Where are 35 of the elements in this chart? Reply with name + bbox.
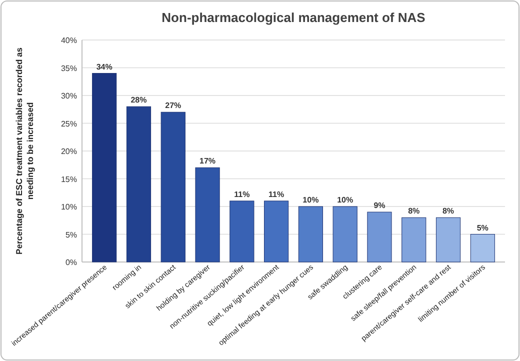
data-label: 11% xyxy=(234,190,250,199)
data-label: 10% xyxy=(337,196,354,204)
y-tick-label: 35% xyxy=(60,64,77,73)
data-label: 8% xyxy=(442,206,454,216)
bar xyxy=(160,112,186,262)
data-label: 5% xyxy=(476,223,488,232)
bar xyxy=(264,200,289,262)
y-tick-label: 5% xyxy=(65,230,77,240)
bar xyxy=(126,106,152,262)
data-label: 27% xyxy=(165,101,182,110)
y-tick-label: 25% xyxy=(60,119,77,128)
y-tick-label: 30% xyxy=(60,92,77,100)
data-label: 8% xyxy=(408,206,420,216)
bar xyxy=(436,217,461,262)
y-tick-label: 10% xyxy=(60,202,77,212)
chart-title: Non-pharmacological management of NAS xyxy=(162,10,426,25)
data-label: 28% xyxy=(130,96,147,105)
data-label: 9% xyxy=(374,201,386,210)
data-label: 34% xyxy=(96,62,112,72)
bar xyxy=(402,217,426,262)
data-label: 17% xyxy=(200,156,216,166)
data-label: 11% xyxy=(268,190,284,199)
data-label: 10% xyxy=(302,196,319,204)
y-tick-label: 0% xyxy=(65,258,77,267)
bar xyxy=(332,206,358,262)
y-tick-label: 40% xyxy=(60,36,77,45)
bar xyxy=(298,206,323,262)
y-tick-label: 20% xyxy=(60,147,77,156)
bar xyxy=(92,73,117,262)
bar xyxy=(195,167,220,262)
bar xyxy=(367,212,392,262)
y-tick-label: 15% xyxy=(60,174,77,184)
bar xyxy=(470,234,495,262)
y-axis-title: Percentage of ESC treatment variables recorded as needing to be increased xyxy=(14,47,35,254)
bar xyxy=(230,200,254,262)
